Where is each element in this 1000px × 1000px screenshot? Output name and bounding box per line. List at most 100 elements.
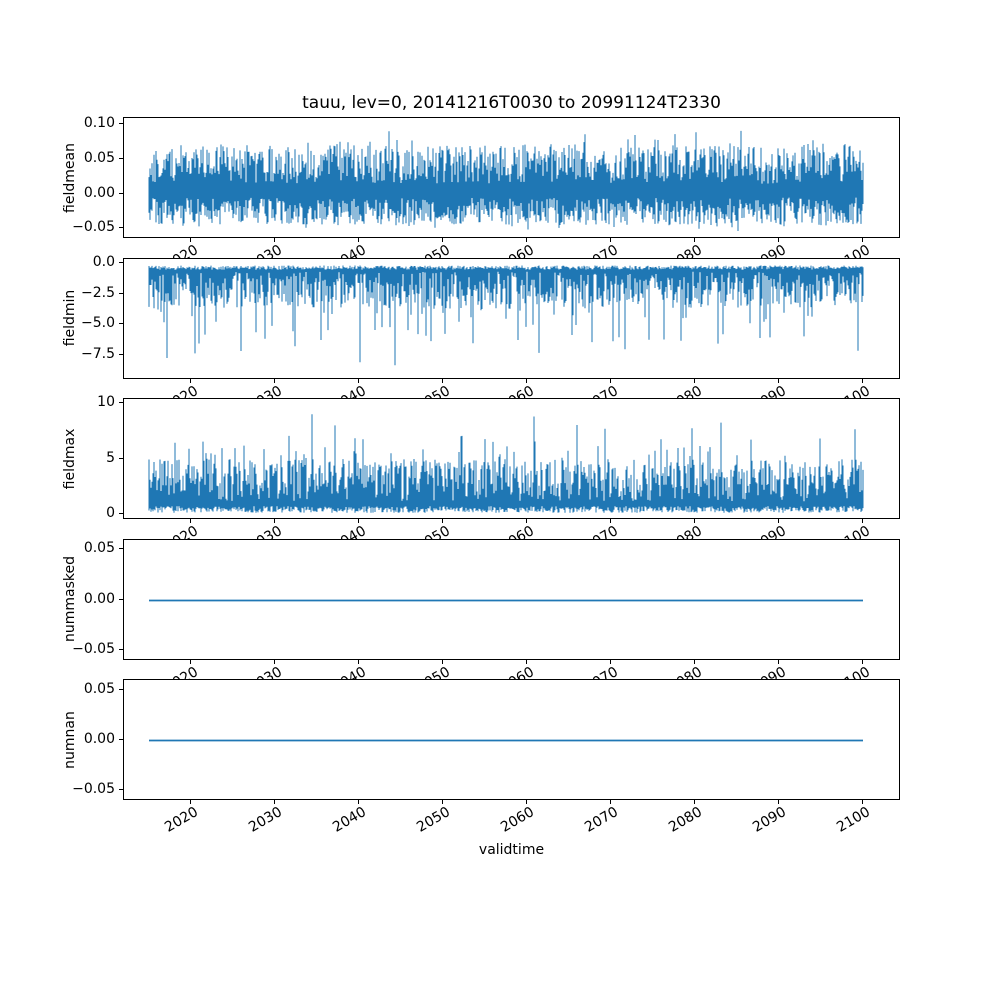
y-tick-label: 0.05	[83, 680, 115, 697]
plot-area-numnan	[123, 679, 900, 800]
y-tick-mark	[119, 292, 123, 294]
x-tick-mark	[693, 378, 695, 383]
x-tick-mark	[357, 238, 359, 242]
x-tick-label: 2100	[834, 804, 874, 836]
plot-area-fieldmin	[123, 257, 900, 379]
y-tick-label: 0.00	[83, 590, 115, 607]
x-tick-mark	[357, 519, 359, 523]
plot-area-fieldmean	[123, 117, 900, 238]
plot-area-fieldmax	[123, 398, 900, 519]
y-tick-mark	[119, 512, 123, 514]
x-tick-mark	[273, 800, 275, 804]
x-tick-mark	[525, 800, 527, 804]
x-tick-mark	[441, 800, 443, 804]
y-tick-mark	[119, 157, 123, 159]
x-tick-mark	[189, 659, 191, 664]
x-tick-mark	[777, 238, 779, 242]
x-tick-mark	[525, 519, 527, 523]
y-tick-mark	[119, 457, 123, 459]
y-tick-mark	[119, 353, 123, 355]
x-tick-mark	[693, 238, 695, 242]
y-tick-mark	[119, 548, 123, 550]
x-tick-mark	[861, 519, 863, 523]
x-tick-mark	[861, 378, 863, 383]
x-tick-label: 2040	[330, 804, 370, 836]
y-tick-label: −0.05	[72, 219, 115, 236]
x-tick-mark	[693, 659, 695, 664]
line-series-numnan	[149, 739, 863, 742]
y-tick-label: 0	[106, 504, 115, 521]
x-tick-mark	[357, 800, 359, 804]
x-tick-mark	[189, 800, 191, 804]
x-tick-mark	[189, 519, 191, 523]
x-tick-mark	[609, 238, 611, 242]
x-tick-label: 2080	[666, 804, 706, 836]
x-tick-mark	[609, 800, 611, 804]
x-tick-mark	[273, 519, 275, 523]
y-tick-mark	[119, 688, 123, 690]
y-tick-mark	[119, 323, 123, 325]
series-path	[148, 414, 864, 513]
y-tick-mark	[119, 227, 123, 229]
x-tick-label: 2090	[750, 804, 790, 836]
y-tick-label: 0.05	[83, 540, 115, 557]
y-tick-mark	[119, 598, 123, 600]
y-tick-label: 10	[97, 394, 115, 411]
x-tick-label: 2020	[162, 804, 202, 836]
x-tick-mark	[777, 378, 779, 383]
y-tick-mark	[119, 648, 123, 650]
y-tick-label: −7.5	[81, 345, 115, 362]
x-tick-mark	[441, 378, 443, 383]
x-tick-mark	[525, 238, 527, 242]
x-tick-mark	[525, 659, 527, 664]
y-tick-mark	[119, 402, 123, 404]
chart-title: tauu, lev=0, 20141216T0030 to 20991124T2…	[302, 93, 721, 113]
x-tick-mark	[777, 659, 779, 664]
y-tick-label: −0.05	[72, 781, 115, 798]
x-axis-label: validtime	[478, 842, 545, 858]
x-tick-mark	[861, 800, 863, 804]
y-tick-label: 0.00	[83, 731, 115, 747]
x-tick-label: 2060	[498, 804, 538, 836]
x-tick-mark	[693, 519, 695, 523]
y-tick-label: 0.05	[83, 149, 115, 166]
x-tick-mark	[861, 659, 863, 664]
y-tick-label: 5	[106, 449, 115, 466]
y-tick-mark	[119, 789, 123, 791]
x-tick-mark	[693, 800, 695, 804]
y-tick-mark	[119, 262, 123, 264]
x-tick-label: 2030	[246, 804, 286, 836]
x-tick-mark	[273, 659, 275, 664]
y-tick-label: −5.0	[81, 315, 115, 332]
y-tick-label: −2.5	[81, 284, 115, 301]
x-tick-mark	[525, 378, 527, 383]
line-series-nummasked	[149, 599, 863, 601]
y-tick-label: 0.00	[83, 184, 115, 201]
x-tick-label: 2050	[414, 804, 454, 836]
x-tick-mark	[189, 378, 191, 383]
x-tick-mark	[357, 659, 359, 664]
x-tick-mark	[273, 238, 275, 242]
y-tick-label: −0.05	[72, 640, 115, 657]
y-tick-mark	[119, 739, 123, 740]
y-tick-label: 0.0	[92, 254, 115, 271]
x-tick-mark	[189, 238, 191, 242]
x-tick-mark	[609, 519, 611, 523]
x-tick-mark	[861, 238, 863, 242]
line-series-fieldmax	[148, 414, 864, 513]
x-tick-mark	[441, 659, 443, 664]
x-tick-mark	[777, 800, 779, 804]
y-tick-mark	[119, 192, 123, 194]
x-tick-mark	[441, 238, 443, 242]
line-series-fieldmean	[148, 130, 864, 231]
x-tick-mark	[777, 519, 779, 523]
line-series-fieldmin	[148, 265, 864, 365]
x-tick-mark	[273, 378, 275, 383]
x-tick-label: 2070	[582, 804, 622, 836]
plot-area-nummasked	[123, 538, 900, 660]
x-tick-mark	[357, 378, 359, 383]
x-tick-mark	[609, 378, 611, 383]
x-tick-mark	[441, 519, 443, 523]
y-tick-label: 0.10	[83, 115, 115, 132]
